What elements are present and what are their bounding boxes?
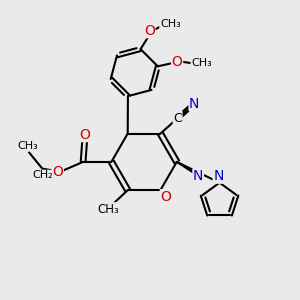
Text: CH₂: CH₂ [32,170,53,180]
Text: O: O [79,128,90,142]
Text: N: N [189,97,200,111]
Text: CH₃: CH₃ [17,141,38,151]
Text: N: N [213,169,224,183]
Text: CH₃: CH₃ [191,58,212,68]
Text: O: O [160,190,171,204]
Text: O: O [144,24,155,38]
Text: CH₃: CH₃ [97,203,119,216]
Text: O: O [52,165,63,179]
Text: O: O [172,55,182,69]
Text: C: C [173,112,182,124]
Text: CH₃: CH₃ [160,19,181,29]
Text: N: N [193,169,203,183]
